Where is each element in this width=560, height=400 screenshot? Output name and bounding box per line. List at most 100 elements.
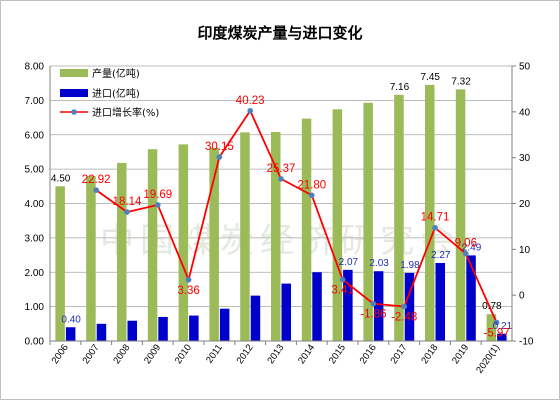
x-axis-tick-label: 2011 [204,342,225,365]
growth-data-label: 3.41 [331,285,353,297]
left-axis-tick-label: 0.00 [25,337,45,348]
production-bar [486,314,497,341]
growth-data-label: 3.36 [177,285,199,297]
x-axis-tick-label: 2012 [235,342,256,366]
growth-point [401,303,408,310]
imports-data-label: 2.07 [339,257,359,268]
x-axis-tick-label: 2010 [173,342,194,366]
x-axis-tick-label: 2007 [81,342,102,366]
right-axis-tick-label: 10 [519,245,531,256]
left-axis-tick-label: 7.00 [25,96,45,107]
growth-point [493,319,500,326]
production-bar [209,147,219,341]
growth-line-path [95,108,498,323]
production-data-label: 7.45 [421,72,441,83]
production-bar [332,109,343,341]
chart-title: 印度煤炭产量与进口变化 [197,24,362,42]
imports-data-label: 0.21 [493,321,513,332]
growth-data-label: 14.71 [421,212,450,224]
production-bar [455,89,466,341]
growth-line [93,107,500,326]
legend-label-imports: 进口(亿吨) [92,87,140,100]
x-axis-tick-label: 2016 [358,342,379,366]
legend-swatch-imports [60,89,88,97]
imports-bar [466,255,476,341]
production-data-label: 7.32 [451,76,471,87]
right-axis-tick-label: 20 [519,199,531,210]
right-axis-tick-label: 50 [519,62,531,73]
left-axis-tick-label: 6.00 [25,130,45,141]
growth-data-label: 22.92 [82,174,111,186]
x-axis-tick-label: 2009 [142,342,163,366]
right-axis-tick-label: 0 [519,291,525,302]
production-bar [240,132,250,341]
imports-bar [250,295,261,341]
imports-data-label: 2.03 [369,258,389,269]
left-axis-tick-label: 3.00 [25,233,45,244]
left-axis-tick-label: 4.00 [25,199,45,210]
growth-data-label: 9.06 [455,238,477,250]
growth-data-label: 30.15 [205,141,234,153]
growth-point [185,276,192,283]
growth-data-label: -2.48 [391,312,417,324]
growth-data-label: -1.86 [360,309,386,321]
growth-data-label: -5.97 [483,328,509,340]
x-axis-tick-label: 2017 [389,342,410,366]
growth-point [463,250,469,257]
growth-point [278,176,284,182]
imports-bar [65,327,76,341]
bars [55,84,507,341]
imports-bar [497,333,507,341]
production-data-label: 4.50 [51,173,71,184]
legend-label-production: 产量(亿吨) [92,67,140,80]
left-axis-tick-label: 1.00 [25,302,45,313]
imports-data-label: 1.98 [400,260,420,271]
x-axis-tick-label: 2020(1) [474,342,502,375]
x-axis-tick-label: 2014 [296,342,317,366]
imports-bar [158,316,168,341]
growth-data-label: 19.69 [143,189,172,201]
right-axis-tick-label: -10 [519,337,534,348]
imports-data-label: 2.49 [462,242,482,253]
x-axis-tick-label: 2018 [419,342,440,366]
x-axis-tick-label: 2019 [450,342,471,366]
legend-swatch-production [60,69,88,77]
gridlines [50,65,512,342]
production-bar [55,186,65,341]
growth-point [339,276,346,283]
imports-bar [404,272,415,341]
x-axis-tick-label: 2008 [111,342,132,366]
imports-bar [435,262,445,341]
production-bar [117,162,127,341]
growth-point [124,209,130,215]
production-bar [425,84,435,341]
right-axis-tick-label: 40 [519,107,531,118]
right-axis-tick-label: 30 [519,153,531,164]
production-data-label: 7.16 [390,82,410,93]
growth-point [432,224,438,231]
x-axis-tick-label: 2015 [327,342,348,366]
production-bar [271,132,281,341]
imports-bar [281,283,291,341]
imports-bar [219,308,230,341]
left-axis-tick-label: 8.00 [25,62,45,73]
growth-data-label: 18.14 [113,196,142,208]
growth-point [93,187,99,193]
legend-marker-growth [71,109,77,115]
growth-point [309,192,315,199]
imports-bar [312,272,322,341]
legend: 产量(亿吨) 进口(亿吨) 进口增长率(%) [60,67,159,119]
growth-data-label: 21.80 [297,179,326,191]
imports-bar [373,271,384,341]
x-axis-tick-label: 2013 [265,342,286,366]
growth-point [155,202,161,208]
imports-bar [189,315,199,341]
growth-point [370,300,377,307]
production-bar [363,102,373,341]
production-bar [301,118,312,341]
imports-bar [96,323,107,341]
growth-data-label: 40.23 [236,95,265,107]
production-bar [178,144,189,341]
production-bar [86,176,96,341]
